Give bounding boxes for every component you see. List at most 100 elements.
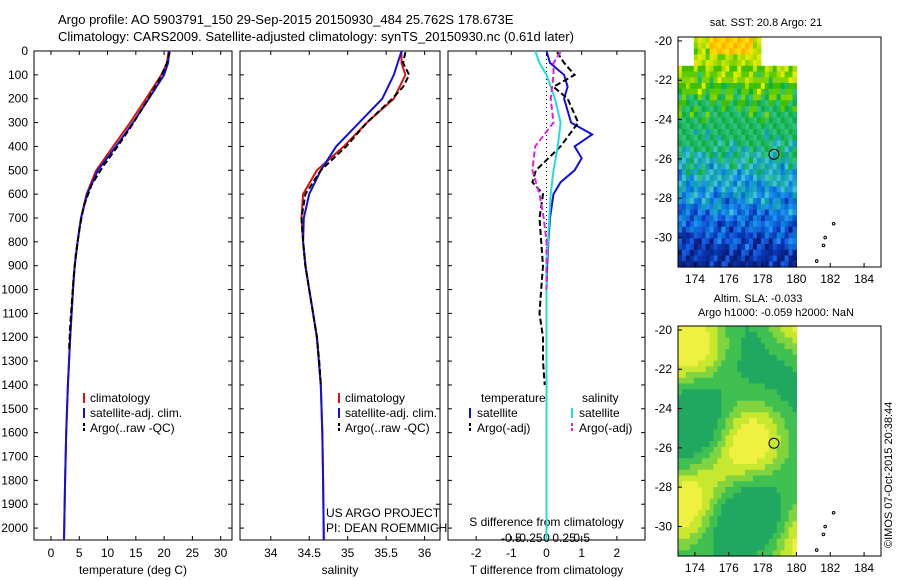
field-cell bbox=[693, 343, 699, 350]
field-cell bbox=[737, 111, 742, 119]
field-cell bbox=[717, 366, 722, 373]
field-cell bbox=[749, 446, 754, 454]
field-cell bbox=[717, 372, 722, 379]
field-cell bbox=[725, 71, 730, 78]
field-cell bbox=[697, 354, 703, 362]
field-cell bbox=[693, 527, 699, 534]
field-cell bbox=[721, 412, 726, 419]
field-cell bbox=[780, 406, 786, 413]
field-cell bbox=[717, 100, 722, 107]
field-cell bbox=[741, 423, 746, 431]
field-cell bbox=[733, 492, 738, 500]
field-cell bbox=[725, 418, 730, 425]
field-cell bbox=[705, 395, 711, 402]
field-cell bbox=[701, 255, 707, 262]
field-cell bbox=[792, 515, 797, 523]
field-cell bbox=[776, 198, 782, 205]
field-cell bbox=[681, 498, 687, 505]
field-cell bbox=[772, 533, 778, 540]
field-cell bbox=[784, 221, 790, 228]
field-cell bbox=[741, 71, 746, 78]
field-cell bbox=[756, 192, 762, 199]
field-cell bbox=[764, 354, 770, 362]
field-cell bbox=[689, 377, 695, 385]
field-cell bbox=[693, 406, 699, 413]
field-cell bbox=[717, 406, 722, 413]
field-cell bbox=[689, 226, 695, 234]
field-cell bbox=[741, 232, 746, 239]
field-cell bbox=[713, 244, 718, 251]
field-cell bbox=[764, 372, 770, 379]
field-cell bbox=[721, 452, 726, 459]
legend-label: Argo(..raw -QC) bbox=[345, 421, 430, 435]
field-cell bbox=[709, 360, 715, 367]
field-cell bbox=[697, 169, 703, 176]
field-cell bbox=[721, 510, 726, 517]
field-cell bbox=[780, 169, 786, 176]
x-tick-label: 0 bbox=[48, 546, 55, 560]
field-cell bbox=[717, 238, 722, 245]
field-cell bbox=[792, 412, 797, 419]
field-cell bbox=[737, 192, 742, 199]
field-cell bbox=[701, 469, 707, 477]
field-cell bbox=[725, 198, 730, 205]
field-cell bbox=[780, 498, 786, 505]
field-cell bbox=[753, 441, 758, 448]
field-cell bbox=[741, 504, 746, 511]
field-cell bbox=[768, 88, 774, 96]
field-cell bbox=[678, 117, 683, 124]
field-cell bbox=[717, 48, 722, 55]
field-cell bbox=[788, 423, 793, 431]
field-cell bbox=[721, 435, 726, 442]
field-cell bbox=[776, 221, 782, 228]
field-cell bbox=[788, 186, 793, 193]
field-cell bbox=[741, 360, 746, 367]
field-cell bbox=[764, 538, 770, 546]
field-cell bbox=[713, 169, 718, 176]
field-cell bbox=[745, 527, 750, 534]
field-cell bbox=[733, 117, 738, 124]
map-y-tick-label: -30 bbox=[655, 231, 673, 245]
field-cell bbox=[713, 538, 718, 546]
field-cell bbox=[733, 429, 738, 436]
field-cell bbox=[756, 544, 762, 551]
field-cell bbox=[772, 221, 778, 228]
field-cell bbox=[753, 48, 758, 55]
field-cell bbox=[681, 366, 687, 373]
field-cell bbox=[780, 360, 786, 367]
x-tick-label: -1 bbox=[506, 546, 517, 560]
field-cell bbox=[721, 140, 726, 147]
field-cell bbox=[717, 441, 722, 448]
field-cell bbox=[713, 498, 718, 505]
field-cell bbox=[705, 349, 711, 356]
field-cell bbox=[709, 111, 715, 119]
field-cell bbox=[678, 441, 683, 448]
field-cell bbox=[741, 331, 746, 339]
field-cell bbox=[792, 383, 797, 390]
field-cell bbox=[749, 163, 754, 170]
field-cell bbox=[709, 226, 715, 234]
field-cell bbox=[685, 487, 691, 494]
field-cell bbox=[764, 215, 770, 222]
field-cell bbox=[784, 343, 790, 350]
field-cell bbox=[713, 550, 718, 557]
field-cell bbox=[685, 412, 691, 419]
field-cell bbox=[756, 146, 762, 153]
field-cell bbox=[685, 331, 691, 339]
field-cell bbox=[756, 140, 762, 147]
field-cell bbox=[697, 464, 703, 471]
field-cell bbox=[733, 94, 738, 101]
field-cell bbox=[705, 180, 711, 188]
field-cell bbox=[701, 169, 707, 176]
field-cell bbox=[693, 533, 699, 540]
field-cell bbox=[721, 54, 726, 61]
field-cell bbox=[784, 423, 790, 431]
field-cell bbox=[693, 435, 699, 442]
field-cell bbox=[733, 515, 738, 523]
field-cell bbox=[792, 163, 797, 170]
field-cell bbox=[709, 533, 715, 540]
field-cell bbox=[784, 215, 790, 222]
field-cell bbox=[745, 406, 750, 413]
field-cell bbox=[717, 198, 722, 205]
